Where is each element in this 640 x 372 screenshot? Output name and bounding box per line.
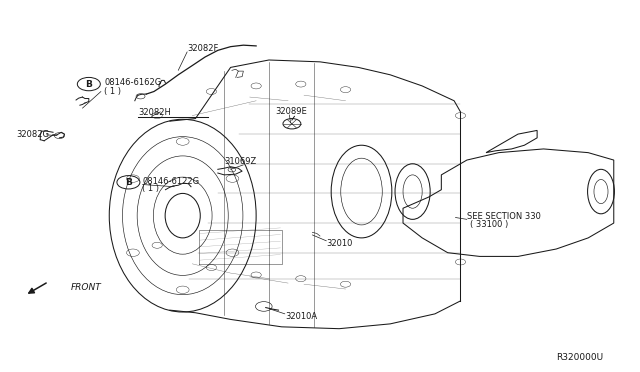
Text: R320000U: R320000U	[556, 353, 604, 362]
Text: 32010: 32010	[326, 239, 353, 248]
Text: FRONT: FRONT	[71, 283, 102, 292]
Text: 32082G: 32082G	[17, 130, 50, 140]
Text: 08146-6162G: 08146-6162G	[104, 78, 161, 87]
Text: 32082H: 32082H	[138, 108, 171, 117]
Text: ( 33100 ): ( 33100 )	[470, 220, 508, 229]
Text: 32089E: 32089E	[275, 108, 307, 116]
Text: 31069Z: 31069Z	[224, 157, 257, 166]
Text: ( 1 ): ( 1 )	[143, 185, 159, 193]
Text: 32082F: 32082F	[187, 44, 218, 53]
Text: ( 1 ): ( 1 )	[104, 87, 121, 96]
Text: B: B	[125, 178, 132, 187]
Text: 08146-6122G: 08146-6122G	[143, 177, 200, 186]
Text: B: B	[85, 80, 92, 89]
Text: SEE SECTION 330: SEE SECTION 330	[467, 212, 541, 221]
Text: 32010A: 32010A	[285, 312, 317, 321]
